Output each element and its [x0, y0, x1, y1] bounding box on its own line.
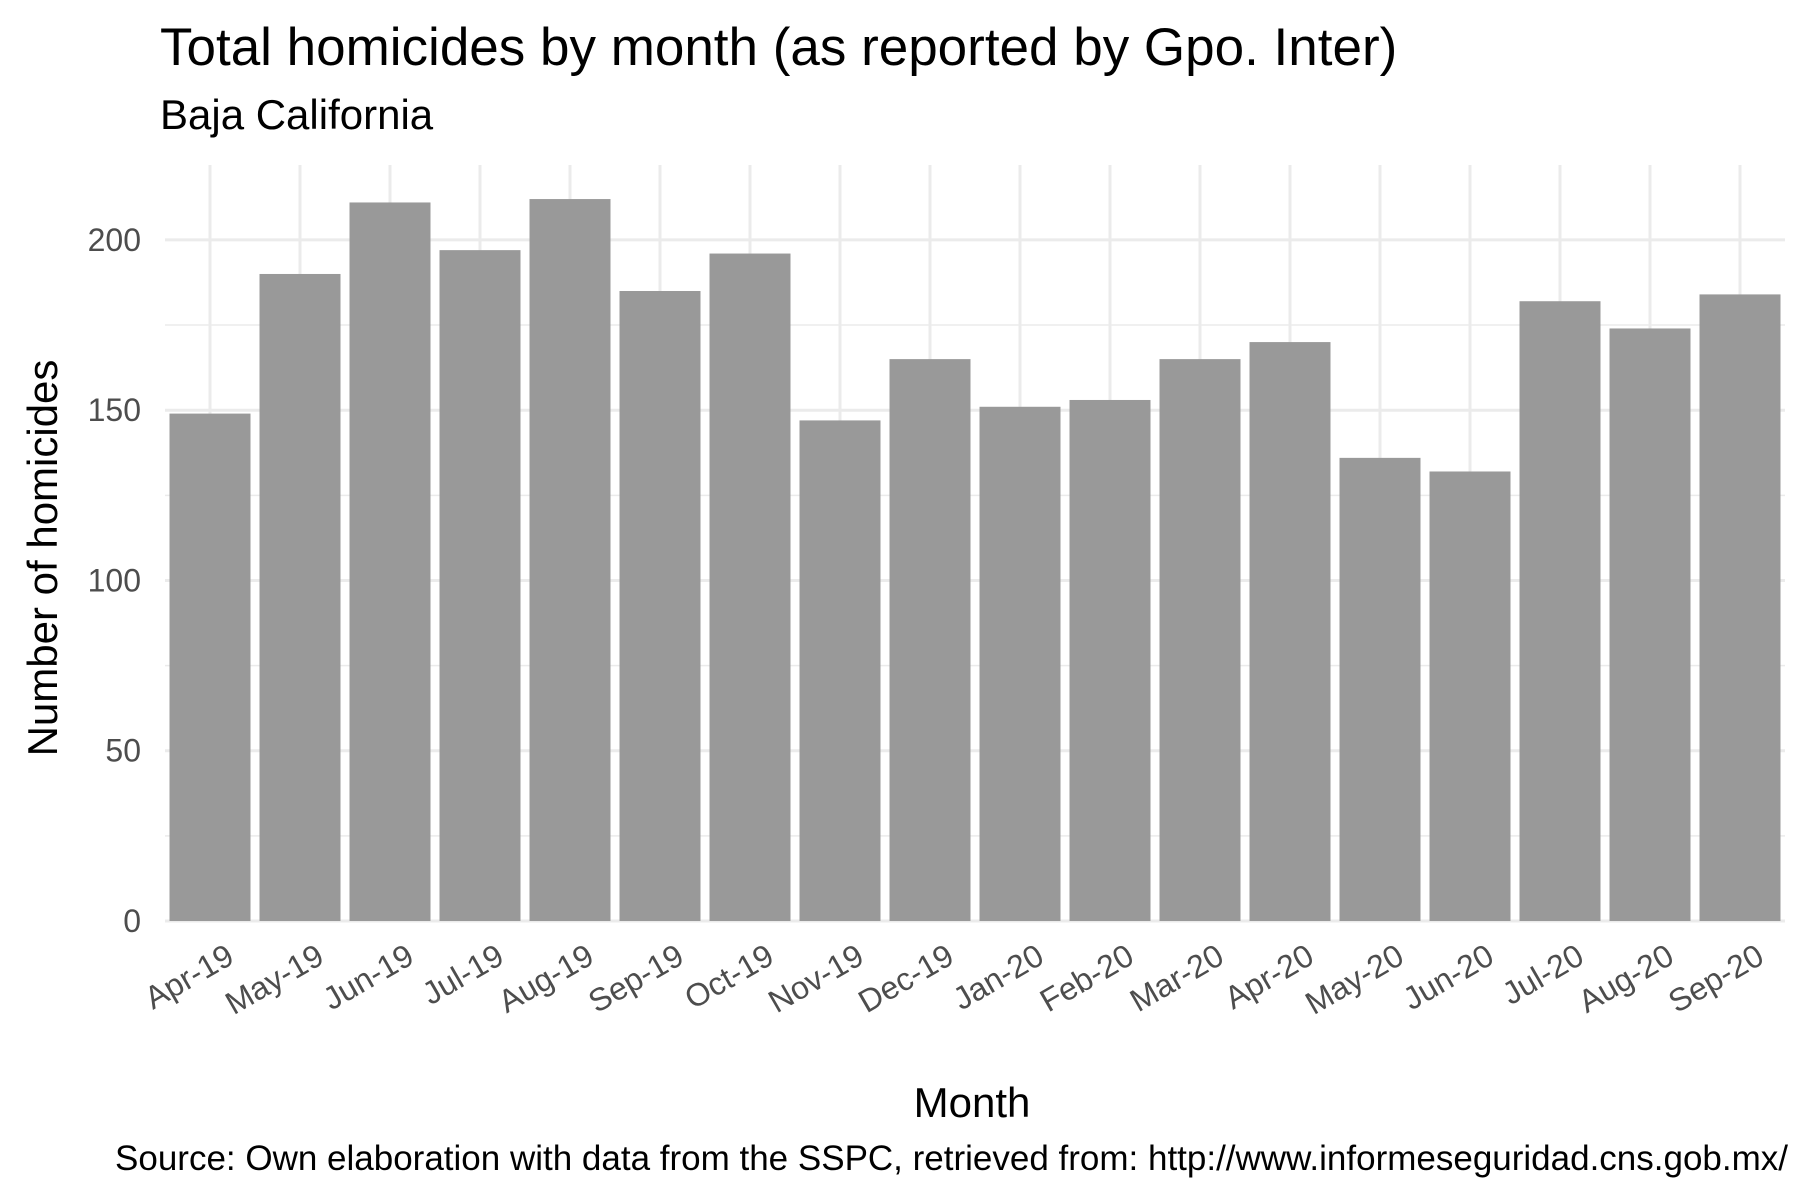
x-tick-label: Dec-19	[852, 937, 959, 1020]
x-tick-label: Jun-19	[317, 937, 420, 1017]
x-tick-label: Jul-19	[416, 937, 509, 1012]
bar-Apr-20	[1249, 342, 1331, 922]
bar-Jun-19	[349, 202, 431, 921]
x-tick-label: Jun-20	[1397, 937, 1500, 1017]
x-tick-labels: Apr-19May-19Jun-19Jul-19Aug-19Sep-19Oct-…	[138, 937, 1769, 1022]
y-tick-labels: 0 50 100 150 200	[88, 222, 141, 939]
y-tick-label: 150	[88, 392, 141, 428]
bar-Sep-19	[619, 291, 701, 921]
y-tick-label: 100	[88, 562, 141, 598]
x-tick-label: Jul-20	[1496, 937, 1589, 1012]
x-tick-label: Aug-19	[492, 937, 599, 1020]
x-tick-label: May-20	[1299, 937, 1409, 1022]
bar-Jul-19	[439, 250, 521, 921]
x-tick-label: Mar-20	[1124, 937, 1230, 1019]
x-tick-label: Aug-20	[1572, 937, 1679, 1020]
chart-title: Total homicides by month (as reported by…	[160, 18, 1398, 77]
bar-Jan-20	[979, 406, 1061, 921]
bars	[169, 199, 1781, 922]
x-axis-title: Month	[914, 1079, 1031, 1126]
x-tick-label: Feb-20	[1034, 937, 1140, 1019]
x-tick-label: Oct-19	[678, 937, 779, 1016]
bar-Dec-19	[889, 359, 971, 921]
y-tick-label: 0	[123, 903, 141, 939]
bar-Nov-19	[799, 420, 881, 921]
x-tick-label: Apr-20	[1218, 937, 1319, 1016]
bar-Sep-20	[1699, 294, 1781, 921]
bar-Jun-20	[1429, 471, 1511, 921]
x-tick-label: Sep-20	[1662, 937, 1769, 1020]
bar-Jul-20	[1519, 301, 1601, 922]
bar-Mar-20	[1159, 359, 1241, 921]
bar-Oct-19	[709, 253, 791, 922]
bar-May-20	[1339, 457, 1421, 921]
y-axis-title: Number of homicides	[19, 360, 66, 757]
x-tick-label: May-19	[219, 937, 329, 1022]
chart-subtitle: Baja California	[160, 91, 434, 138]
x-tick-label: Sep-19	[582, 937, 689, 1020]
y-tick-label: 50	[105, 733, 141, 769]
bar-Apr-19	[169, 413, 251, 921]
bar-May-19	[259, 273, 341, 921]
x-tick-label: Jan-20	[947, 937, 1050, 1017]
bar-Feb-20	[1069, 399, 1151, 921]
bar-Aug-20	[1609, 328, 1691, 921]
x-tick-label: Nov-19	[762, 937, 869, 1020]
source-caption: Source: Own elaboration with data from t…	[115, 1139, 1788, 1178]
x-tick-label: Apr-19	[138, 937, 239, 1016]
bar-Aug-19	[529, 199, 611, 921]
y-tick-label: 200	[88, 222, 141, 258]
